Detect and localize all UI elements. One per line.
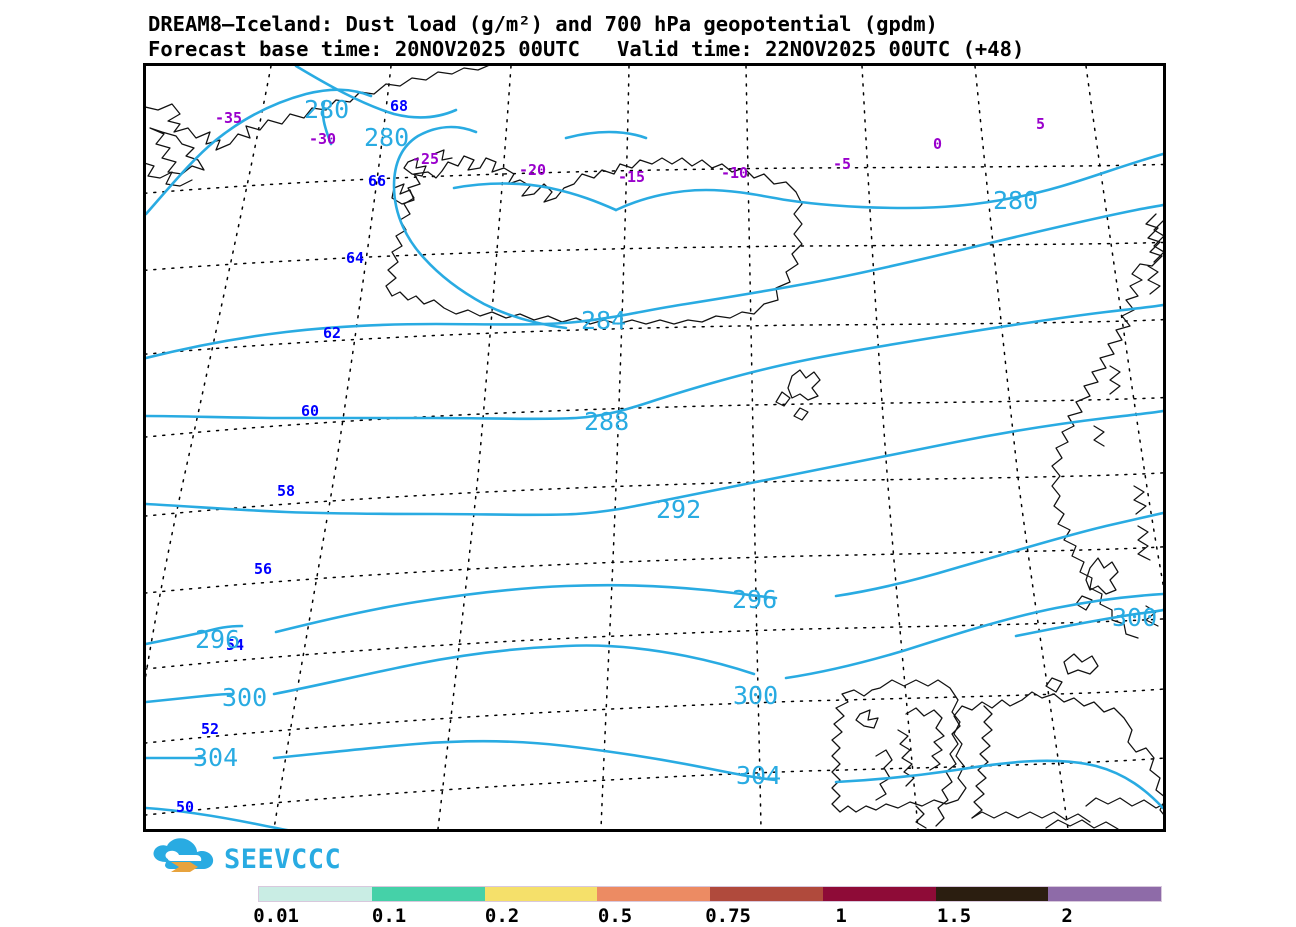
colorbar-segment-7 xyxy=(1048,887,1161,901)
colorbar-segment-6 xyxy=(935,887,1049,901)
contour-288 xyxy=(146,303,1163,421)
contour-300-east xyxy=(784,592,1163,680)
contour-296-east xyxy=(834,511,1163,598)
lon-label--10: -10 xyxy=(721,164,748,182)
contour-304-east xyxy=(834,759,1163,810)
lat-label-60: 60 xyxy=(301,402,319,420)
colorbar-segment-3 xyxy=(597,887,710,901)
contour-label-296-a: 296 xyxy=(732,585,777,614)
colorbar-tick-6: 1.5 xyxy=(936,905,972,927)
colorbar-tick-0: 0.01 xyxy=(253,905,299,927)
geopotential-contour-layer xyxy=(146,66,1163,829)
contour-304-main xyxy=(272,739,778,782)
lat-label-58: 58 xyxy=(277,482,295,500)
contour-label-304-a: 304 xyxy=(193,743,238,772)
lat-label-52: 52 xyxy=(201,720,219,738)
contour-label-296-b: 296 xyxy=(195,625,240,654)
contour-292 xyxy=(146,409,1163,517)
lon-label--35: -35 xyxy=(215,109,242,127)
contour-label-300-b: 300 xyxy=(222,683,267,712)
contour-label-288: 288 xyxy=(584,407,629,436)
coastline-england xyxy=(915,805,1091,829)
chart-title-block: DREAM8—Iceland: Dust load (g/m²) and 700… xyxy=(148,12,1288,62)
lon-label--5: -5 xyxy=(833,155,851,173)
lat-label-62: 62 xyxy=(323,324,341,342)
lon-label-0: 0 xyxy=(933,135,942,153)
contour-label-280-a: 280 xyxy=(304,95,349,124)
contour-296-left xyxy=(146,624,244,646)
contour-280-mid xyxy=(392,125,568,330)
contour-labels: 280 280 280 284 288 292 296 296 300 300 … xyxy=(193,95,1157,790)
chart-title-line-1: DREAM8—Iceland: Dust load (g/m²) and 700… xyxy=(148,12,938,36)
colorbar-segment-0 xyxy=(259,887,372,901)
coastline-orkney xyxy=(1045,653,1099,693)
lat-label-68: 68 xyxy=(390,97,408,115)
lon-label--15: -15 xyxy=(618,168,645,186)
colorbar-tick-labels: 0.01 0.1 0.2 0.5 0.75 1 1.5 2 xyxy=(253,903,1162,927)
lon-label--30: -30 xyxy=(309,130,336,148)
coastline-ireland xyxy=(831,679,967,813)
lat-label-50: 50 xyxy=(176,798,194,816)
contour-280-east-1 xyxy=(564,130,648,140)
contour-label-304-b: 304 xyxy=(736,761,781,790)
coastline-shetland xyxy=(1075,557,1119,611)
contour-284 xyxy=(146,203,1163,360)
coastline-continental-europe xyxy=(1045,797,1163,829)
colorbar-segment-5 xyxy=(822,887,936,901)
contour-280-hook xyxy=(321,100,333,146)
contour-300-far-east xyxy=(1014,608,1163,638)
seevccc-logo-svg: SEEVCCC xyxy=(153,838,341,875)
contour-label-280-c: 280 xyxy=(993,186,1038,215)
colorbar-segment-2 xyxy=(484,887,598,901)
lon-label--25: -25 xyxy=(412,150,439,168)
contour-280-west xyxy=(294,66,458,119)
contour-label-300-c: 300 xyxy=(733,681,778,710)
colorbar-strip xyxy=(258,886,1162,902)
lon-label--20: -20 xyxy=(519,161,546,179)
contour-label-292: 292 xyxy=(656,495,701,524)
map-background xyxy=(146,66,1163,829)
lat-label-64: 64 xyxy=(346,249,364,267)
map-panel[interactable]: .coast { fill:none; stroke:#111111; stro… xyxy=(143,63,1166,832)
chart-title-line-2: Forecast base time: 20NOV2025 00UTC Vali… xyxy=(148,37,1025,61)
colorbar-tick-1: 0.1 xyxy=(371,905,407,927)
map-canvas: .coast { fill:none; stroke:#111111; stro… xyxy=(146,66,1163,829)
coastline-norway xyxy=(1051,213,1163,639)
colorbar-tick-4: 0.75 xyxy=(705,905,751,927)
colorbar-tick-5: 1 xyxy=(835,905,847,927)
colorbar-tick-2: 0.2 xyxy=(484,905,520,927)
seevccc-logo[interactable]: SEEVCCC xyxy=(148,836,363,876)
contour-296-main xyxy=(274,583,778,634)
colorbar-segment-4 xyxy=(710,887,823,901)
lon-label-5: 5 xyxy=(1036,115,1045,133)
colorbar-tick-3: 0.5 xyxy=(597,905,633,927)
colorbar-segment-1 xyxy=(371,887,485,901)
contour-label-300-a: 300 xyxy=(1112,603,1157,632)
lat-label-56: 56 xyxy=(254,560,272,578)
dust-load-colorbar[interactable]: 0.01 0.1 0.2 0.5 0.75 1 1.5 2 xyxy=(253,886,1162,927)
coastline-faroe xyxy=(775,369,821,421)
graticule-labels: -35 -30 -25 -20 -15 -10 -5 0 5 68 66 64 … xyxy=(176,97,1045,816)
contour-bottom-left xyxy=(146,806,289,829)
arrow-icon xyxy=(171,862,198,872)
coastline-greenland xyxy=(146,66,489,187)
contour-label-280-b: 280 xyxy=(364,123,409,152)
contour-label-284: 284 xyxy=(581,306,626,335)
contour-300-left xyxy=(146,692,234,704)
colorbar-tick-7: 2 xyxy=(1061,905,1073,927)
coastline-layer xyxy=(146,66,1163,829)
lat-label-66: 66 xyxy=(368,172,386,190)
logo-text: SEEVCCC xyxy=(224,844,341,875)
contour-300-main xyxy=(272,644,756,696)
contour-280-long-east xyxy=(614,152,1163,212)
contour-280-left-sweep xyxy=(146,88,373,216)
contour-280-east-2 xyxy=(452,182,618,212)
cloud-icon xyxy=(153,838,214,869)
lat-label-54: 54 xyxy=(226,636,244,654)
